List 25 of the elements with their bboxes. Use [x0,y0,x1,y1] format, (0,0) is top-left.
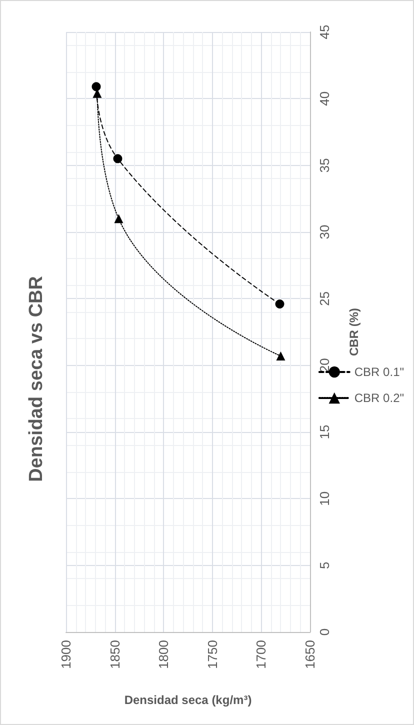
legend-label: CBR 0.1" [354,365,404,379]
y-tick-label: 35 [317,158,332,173]
point [113,154,122,164]
y-tick-label: 30 [317,224,332,240]
text: Densidad seca vs CBR [26,276,47,482]
x-axis-title: Densidad seca (kg/m³) [124,693,252,707]
y-axis-title: CBR (%) [347,308,361,356]
x-tick-label: 1700 [254,640,269,669]
x-tick-label: 1800 [156,640,172,669]
point [92,82,101,92]
y-tick-label: 5 [317,562,332,569]
y-tick-label: 25 [317,291,332,306]
x-tick-label: 1850 [107,640,122,669]
point [114,214,124,224]
y-tick-label: 40 [317,91,332,106]
x-tick-label: 1650 [302,640,318,669]
point [275,300,284,308]
x-tick-label: 1900 [58,640,74,669]
point [276,352,286,360]
y-tick-label: 45 [317,24,332,40]
legend-label: CBR 0.2" [354,391,404,405]
y-tick-label: 15 [317,424,332,440]
x-tick-label: 1750 [204,640,220,669]
y-tick-label: 0 [317,628,332,636]
y-tick-label: 10 [317,491,332,506]
